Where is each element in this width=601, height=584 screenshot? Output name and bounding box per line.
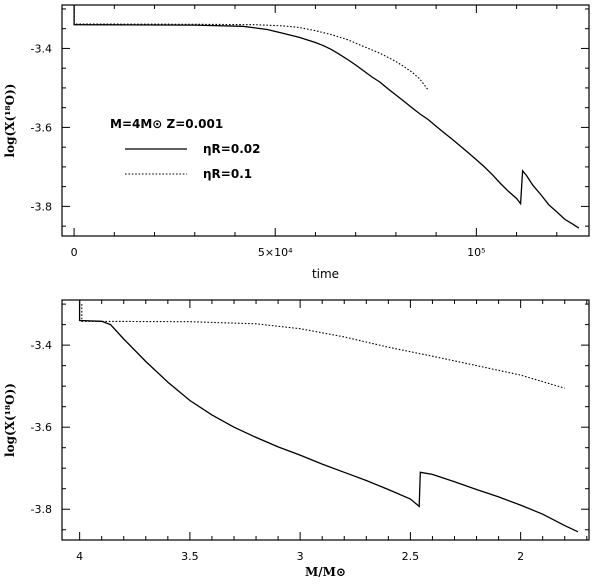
x-axis-title: M/M⊙ [305,565,346,579]
time-panel: 0 5×10⁴ 10⁵ -3.4 -3.6 -3.8 time log(X(¹⁸O)) M=4M… [3,4,590,281]
x-tick-label: 3.5 [181,550,199,563]
x-tick-label: 2.5 [402,550,420,563]
mass-panel: 4 3.5 3 2.5 2 -3.4 -3.6 -3.8 M/M⊙ log(X(¹⁸O)) [3,299,590,579]
series-line-dotted [81,304,565,389]
series-line-dotted [73,8,429,91]
x-tick-label: 5×10⁴ [258,246,293,259]
x-tick-label: 3 [297,550,304,563]
legend-entry-label: ηR=0.02 [203,142,260,156]
series-line-solid [73,5,580,229]
x-tick-label: 2 [517,550,524,563]
plot-frame [61,4,590,237]
x-tick-label: 4 [76,550,83,563]
y-tick-label: -3.4 [31,42,52,55]
x-axis-title: time [312,267,339,281]
y-tick-label: -3.8 [31,503,52,516]
series-line-solid [78,300,579,533]
y-tick-label: -3.6 [31,121,52,134]
y-axis-title: log(X(¹⁸O)) [3,84,17,158]
y-tick-label: -3.8 [31,200,52,213]
y-tick-label: -3.6 [31,421,52,434]
x-tick-label: 0 [71,246,78,259]
y-tick-label: -3.4 [31,339,52,352]
legend-entry-label: ηR=0.1 [203,167,252,181]
legend-header: M=4M⊙ Z=0.001 [110,117,223,131]
plot-frame [61,299,590,541]
x-tick-label: 10⁵ [467,246,485,259]
y-axis-title: log(X(¹⁸O)) [3,383,17,457]
